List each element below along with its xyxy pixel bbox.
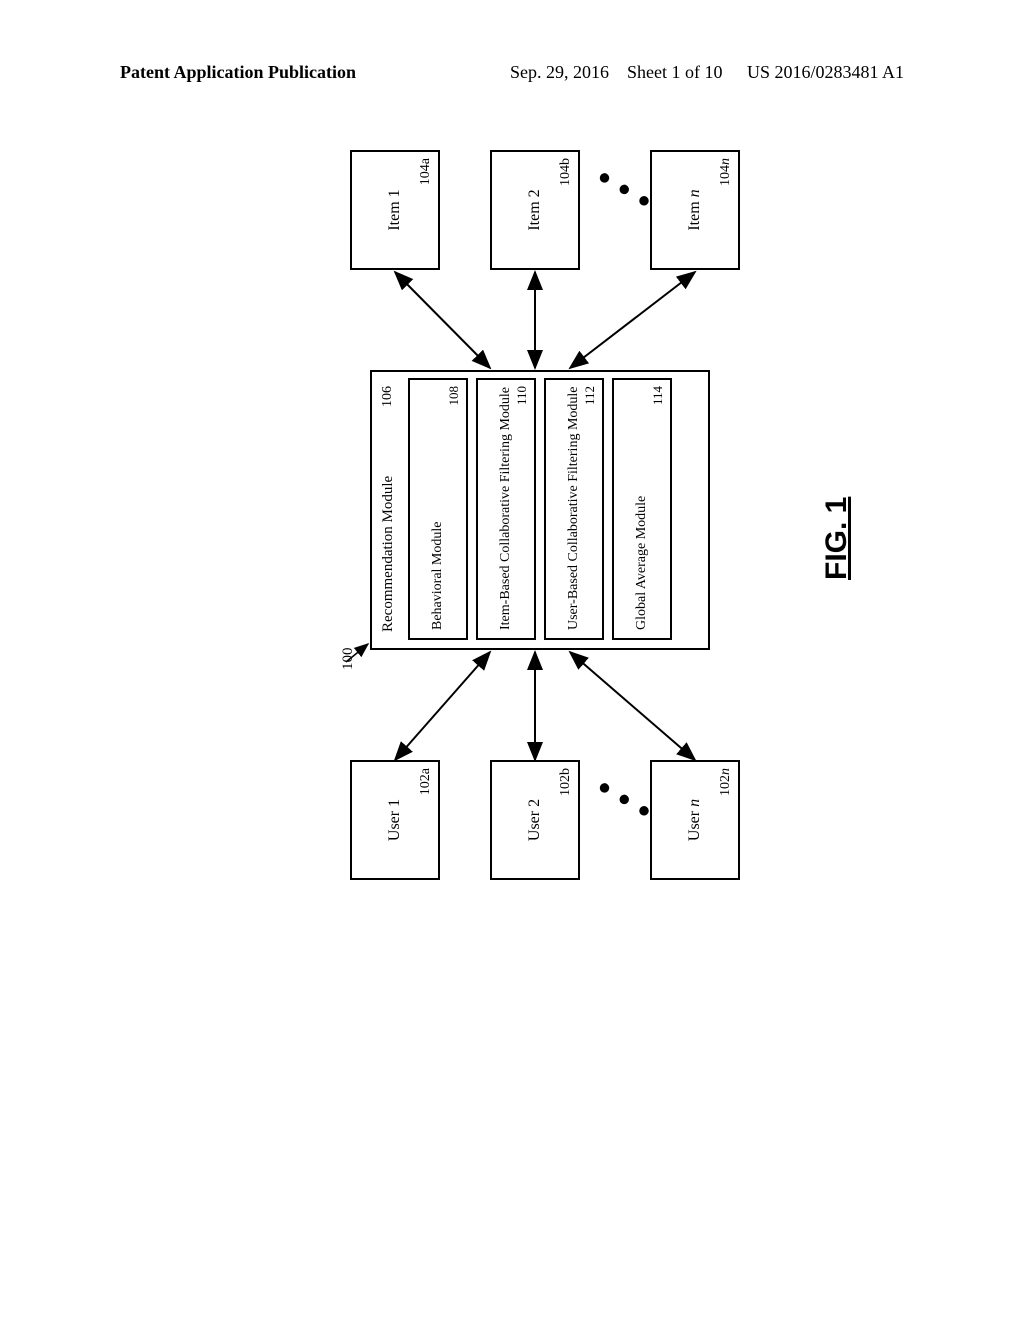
patent-header: Patent Application Publication Sep. 29, … (0, 62, 1024, 83)
figure-label: FIG. 1 (820, 497, 854, 580)
inner-label: Item-Based Collaborative Filtering Modul… (498, 387, 514, 630)
item-box-1: Item 1 104a (350, 150, 440, 270)
item-cf-module: Item-Based Collaborative Filtering Modul… (476, 378, 536, 640)
rec-module-title-row: Recommendation Module 106 (380, 380, 404, 640)
item-box-n: Item n 104n (650, 150, 740, 270)
user-box-n: User n 102n (650, 760, 740, 880)
header-sheet: Sheet 1 of 10 (627, 62, 722, 82)
item-label: Item 1 (386, 189, 404, 230)
item-ref: 104b (558, 158, 574, 186)
figure-diagram: 100 User 1 102a User 2 102b ● ● ● User n… (190, 110, 890, 910)
inner-ref: 108 (446, 386, 462, 406)
behavioral-module: Behavioral Module 108 (408, 378, 468, 640)
inner-ref: 110 (514, 386, 530, 405)
item-box-2: Item 2 104b (490, 150, 580, 270)
inner-ref: 112 (582, 386, 598, 405)
user-cf-module: User-Based Collaborative Filtering Modul… (544, 378, 604, 640)
header-date: Sep. 29, 2016 (510, 62, 609, 82)
rec-module-ref: 106 (380, 386, 396, 407)
recommendation-module: Recommendation Module 106 Behavioral Mod… (370, 370, 710, 650)
item-label: Item 2 (526, 189, 544, 230)
inner-label: Global Average Module (634, 496, 650, 630)
inner-ref: 114 (650, 386, 666, 405)
header-pubnum: US 2016/0283481 A1 (747, 62, 904, 82)
item-ref: 104a (418, 158, 434, 185)
global-avg-module: Global Average Module 114 (612, 378, 672, 640)
item-ref: 104n (718, 158, 734, 186)
user-label: User 1 (386, 799, 404, 841)
inner-label: User-Based Collaborative Filtering Modul… (566, 386, 582, 630)
item-label: Item n (686, 189, 704, 230)
user-ref: 102a (418, 768, 434, 795)
user-box-2: User 2 102b (490, 760, 580, 880)
user-ref: 102n (718, 768, 734, 796)
rec-module-title: Recommendation Module (380, 476, 396, 632)
user-box-1: User 1 102a (350, 760, 440, 880)
inner-label: Behavioral Module (430, 522, 446, 630)
dots-icon: ● ● ● (590, 163, 656, 216)
user-ref: 102b (558, 768, 574, 796)
header-right: Sep. 29, 2016 Sheet 1 of 10 US 2016/0283… (510, 62, 904, 83)
user-label: User 2 (526, 799, 544, 841)
dots-icon: ● ● ● (590, 773, 656, 826)
header-left: Patent Application Publication (120, 62, 356, 83)
system-ref: 100 (340, 648, 357, 671)
user-label: User n (686, 799, 704, 841)
